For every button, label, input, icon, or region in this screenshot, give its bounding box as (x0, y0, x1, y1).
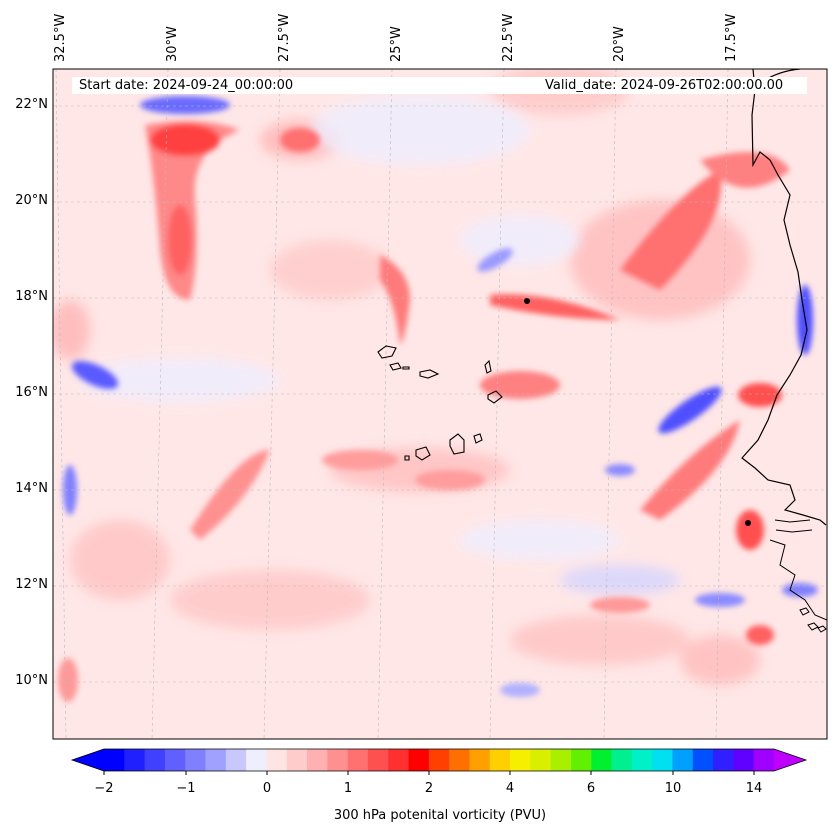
colorbar-extend-min (72, 749, 104, 771)
guinea-coast (769, 539, 827, 621)
pv-max-point (745, 520, 751, 526)
colorbar-swatch (611, 749, 633, 771)
colorbar-swatch (266, 749, 288, 771)
colorbar-swatch (246, 749, 267, 771)
bijagos-islands (799, 607, 827, 633)
colorbar-swatch (510, 749, 531, 771)
lat-tick-label: 18°N (15, 289, 48, 304)
colorbar-swatch (144, 749, 166, 771)
colorbar-swatch (286, 749, 308, 771)
colorbar-swatch (205, 749, 227, 771)
colorbar-tick-label: 14 (745, 781, 763, 796)
lon-tick-label: 30°W (165, 26, 180, 62)
lon-tick-label: 17.5°W (724, 13, 739, 62)
colorbar-swatch (367, 749, 389, 771)
colorbar-swatch (652, 749, 673, 771)
pv-max-point (524, 298, 530, 304)
start-date-label: Start date: 2024-09-24_00:00:00 (79, 78, 294, 93)
lon-tick-label: 22.5°W (501, 13, 516, 62)
colorbar-label: 300 hPa potenital vorticity (PVU) (333, 808, 547, 823)
colorbar-extend-max (774, 749, 806, 771)
colorbar-swatch (124, 749, 146, 771)
colorbar-swatch (225, 749, 247, 771)
colorbar-swatch (530, 749, 552, 771)
cape-verde-islands (377, 345, 503, 461)
colorbar-swatch (713, 749, 734, 771)
colorbar-swatch (753, 749, 775, 771)
lat-tick-label: 14°N (15, 481, 48, 496)
map-frame (52, 68, 828, 740)
header-bar (72, 77, 807, 94)
colorbar-swatch (570, 749, 592, 771)
lat-tick-label: 20°N (15, 193, 48, 208)
colorbar-swatch (104, 749, 125, 771)
valid-date-label: Valid_date: 2024-09-26T02:00:00.00 (545, 78, 784, 93)
lon-tick-label: 20°W (612, 26, 627, 62)
pv-positive-light (53, 69, 760, 685)
colorbar-tick-label: −1 (176, 781, 196, 796)
lat-tick-label: 16°N (15, 385, 48, 400)
map-gridlines (53, 69, 827, 739)
colorbar-swatch (347, 749, 369, 771)
colorbar-tick-label: −2 (94, 781, 114, 796)
colorbar-swatch (631, 749, 653, 771)
colorbar-swatch (185, 749, 207, 771)
colorbar-swatch (672, 749, 694, 771)
colorbar-swatch (327, 749, 349, 771)
colorbar-swatch (489, 749, 511, 771)
colorbar-swatch (550, 749, 572, 771)
colorbar-swatch (692, 749, 714, 771)
colorbar-swatch (733, 749, 755, 771)
colorbar-swatch (428, 749, 450, 771)
colorbar-swatch (164, 749, 186, 771)
colorbar-tick-label: 6 (586, 781, 596, 796)
gambia-coast (774, 519, 813, 533)
lon-tick-label: 27.5°W (277, 13, 292, 62)
colorbar-tick-label: 10 (664, 781, 682, 796)
colorbar-swatch (388, 749, 410, 771)
lon-tick-label: 32.5°W (53, 13, 68, 62)
colorbar-swatch (307, 749, 328, 771)
colorbar-swatch (449, 749, 470, 771)
pv-negative-light (80, 95, 680, 595)
colorbar-swatch (408, 749, 430, 771)
colorbar-tick-label: 2 (424, 781, 434, 796)
colorbar-swatch (591, 749, 613, 771)
pv-field (53, 69, 827, 739)
lat-tick-label: 22°N (15, 97, 48, 112)
colorbar-tick-label: 1 (343, 781, 353, 796)
lat-tick-label: 12°N (15, 577, 48, 592)
pv-positive-ridges (58, 121, 790, 702)
colorbar-swatch (469, 749, 491, 771)
lat-tick-label: 10°N (15, 673, 48, 688)
colorbar (70, 748, 808, 775)
lon-tick-label: 25°W (389, 26, 404, 62)
africa-coastline (741, 69, 827, 526)
colorbar-tick-label: 0 (262, 781, 272, 796)
colorbar-tick-label: 4 (505, 781, 515, 796)
